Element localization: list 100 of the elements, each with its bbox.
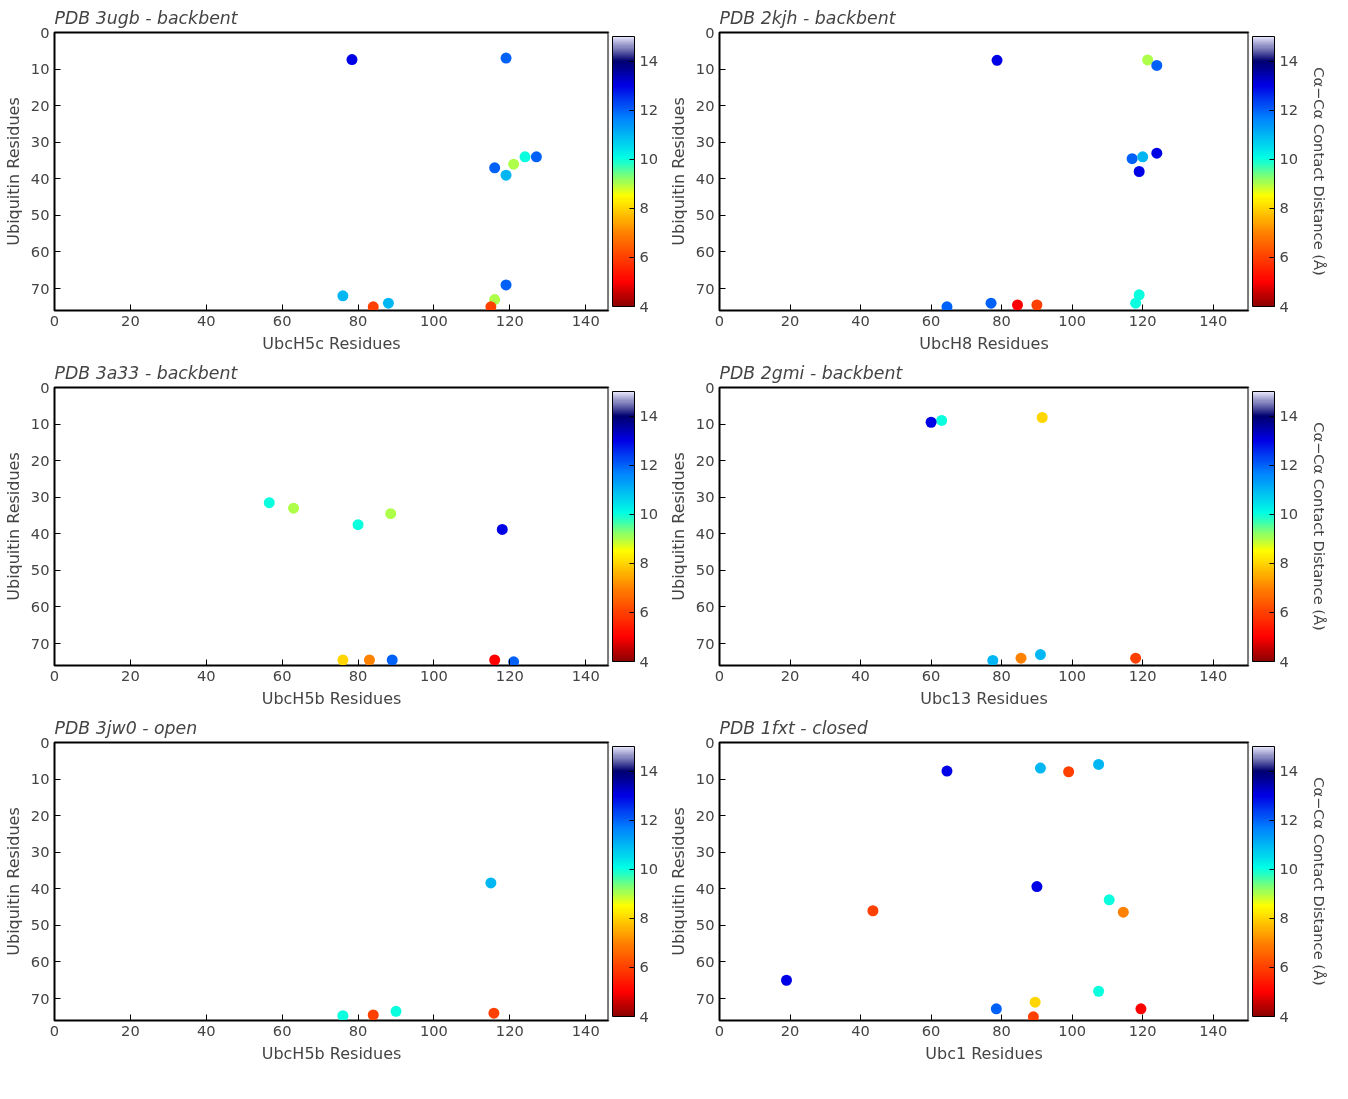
color-bar-label: 6 [1279,603,1289,621]
y-tick-label: 40 [695,524,715,542]
x-tick-label: 100 [419,311,448,329]
y-tick-label: 0 [40,378,50,396]
y-tick-label: 30 [30,133,50,151]
y-tick-label: 50 [695,206,715,224]
x-tick-label: 120 [495,1021,524,1039]
y-tick-label: 20 [30,451,50,469]
y-tick-label: 20 [695,96,715,114]
y-tick-label: 40 [695,879,715,897]
y-tick-label: 70 [30,634,50,652]
color-bar-label: 14 [639,762,659,780]
x-tick-label: 40 [196,1021,216,1039]
x-tick-label: 60 [272,1021,292,1039]
y-tick-label: 70 [30,989,50,1007]
x-tick-label: 80 [348,311,368,329]
y-tick-label: 70 [695,279,715,297]
y-tick-label: 10 [30,415,50,433]
x-tick-label: 20 [121,311,140,329]
color-bar-label: 4 [1279,652,1289,670]
chart-title: PDB 3ugb - backbent [54,7,239,28]
x-tick-label: 140 [571,1021,600,1039]
color-bar-label: 6 [639,958,649,976]
color-bar-label: 10 [1279,150,1299,168]
y-tick-label: 40 [695,169,715,187]
x-tick-label: 140 [571,311,600,329]
color-bar-label: 8 [639,554,649,572]
color-bar-label: 8 [1279,909,1289,927]
color-bar-label: 12 [639,456,659,474]
y-axis-title: Ubiquitin Residues [3,97,23,246]
y-tick-label: 10 [30,60,50,78]
color-bar-label: 10 [639,860,659,878]
y-tick-label: 60 [695,952,715,970]
x-tick-label: 140 [1199,311,1228,329]
y-tick-label: 0 [705,733,715,751]
x-axis-title: Ubc1 Residues [925,1043,1043,1063]
x-axis-title: UbcH5b Residues [261,1043,402,1063]
y-axis-title: Ubiquitin Residues [668,97,688,246]
x-tick-label: 40 [851,666,870,684]
y-axis-title: Ubiquitin Residues [668,452,688,601]
x-tick-label: 100 [1058,1021,1087,1039]
y-tick-label: 10 [695,415,715,433]
y-tick-label: 60 [30,242,50,260]
x-tick-label: 140 [571,666,600,684]
y-tick-label: 30 [695,843,715,861]
color-bar-label: 14 [1279,762,1299,780]
color-bar-label: 10 [639,150,659,168]
y-tick-label: 10 [695,770,715,788]
x-tick-label: 20 [780,1021,800,1039]
x-tick-label: 20 [121,1021,140,1039]
x-tick-label: 40 [851,311,870,329]
y-tick-label: 0 [705,378,715,396]
color-bar-label: 10 [1279,505,1299,523]
x-tick-label: 80 [348,1021,368,1039]
x-tick-label: 120 [1128,1021,1157,1039]
color-bar-title: Cα−Cα Contact Distance (Å) [1310,422,1328,631]
x-tick-label: 120 [495,666,524,684]
y-tick-label: 50 [695,916,715,934]
x-tick-label: 120 [1128,311,1157,329]
x-axis-title: UbcH5c Residues [262,333,401,353]
x-tick-label: 40 [851,1021,870,1039]
y-tick-label: 40 [30,879,50,897]
color-bar-title: Cα−Cα Contact Distance (Å) [1310,67,1328,276]
x-tick-label: 140 [1199,1021,1228,1039]
y-tick-label: 50 [695,561,715,579]
y-tick-label: 60 [695,242,715,260]
y-tick-label: 30 [695,133,715,151]
chart-title: PDB 3a33 - backbent [54,362,239,383]
y-axis-title: Ubiquitin Residues [3,452,23,601]
x-tick-label: 80 [348,666,368,684]
y-tick-label: 60 [30,952,50,970]
x-axis-title: UbcH8 Residues [919,333,1049,353]
color-bar-label: 4 [639,297,649,315]
x-tick-label: 60 [272,666,292,684]
color-bar-label: 8 [1279,554,1289,572]
color-bar-label: 8 [1279,199,1289,217]
x-tick-label: 100 [1058,666,1087,684]
x-tick-label: 140 [1199,666,1228,684]
y-tick-label: 10 [30,770,50,788]
x-tick-label: 120 [495,311,524,329]
x-tick-label: 80 [992,311,1011,329]
color-bar-label: 12 [1279,811,1299,829]
y-tick-label: 50 [30,561,50,579]
y-tick-label: 20 [695,806,715,824]
color-bar-label: 6 [639,603,649,621]
chart-title: PDB 1fxt - closed [719,717,869,738]
y-tick-label: 0 [705,23,715,41]
color-bar-label: 12 [639,101,659,119]
color-bar-label: 4 [639,652,649,670]
y-tick-label: 50 [30,916,50,934]
y-axis-title: Ubiquitin Residues [3,807,23,956]
color-bar-label: 14 [1279,407,1299,425]
x-tick-label: 100 [1058,311,1087,329]
x-axis-title: UbcH5b Residues [261,688,402,708]
color-bar-label: 8 [639,199,649,217]
color-bar-label: 4 [1279,297,1289,315]
x-tick-label: 80 [992,1021,1011,1039]
y-tick-label: 60 [695,597,715,615]
color-bar-label: 10 [1279,860,1299,878]
color-bar-label: 14 [639,407,659,425]
